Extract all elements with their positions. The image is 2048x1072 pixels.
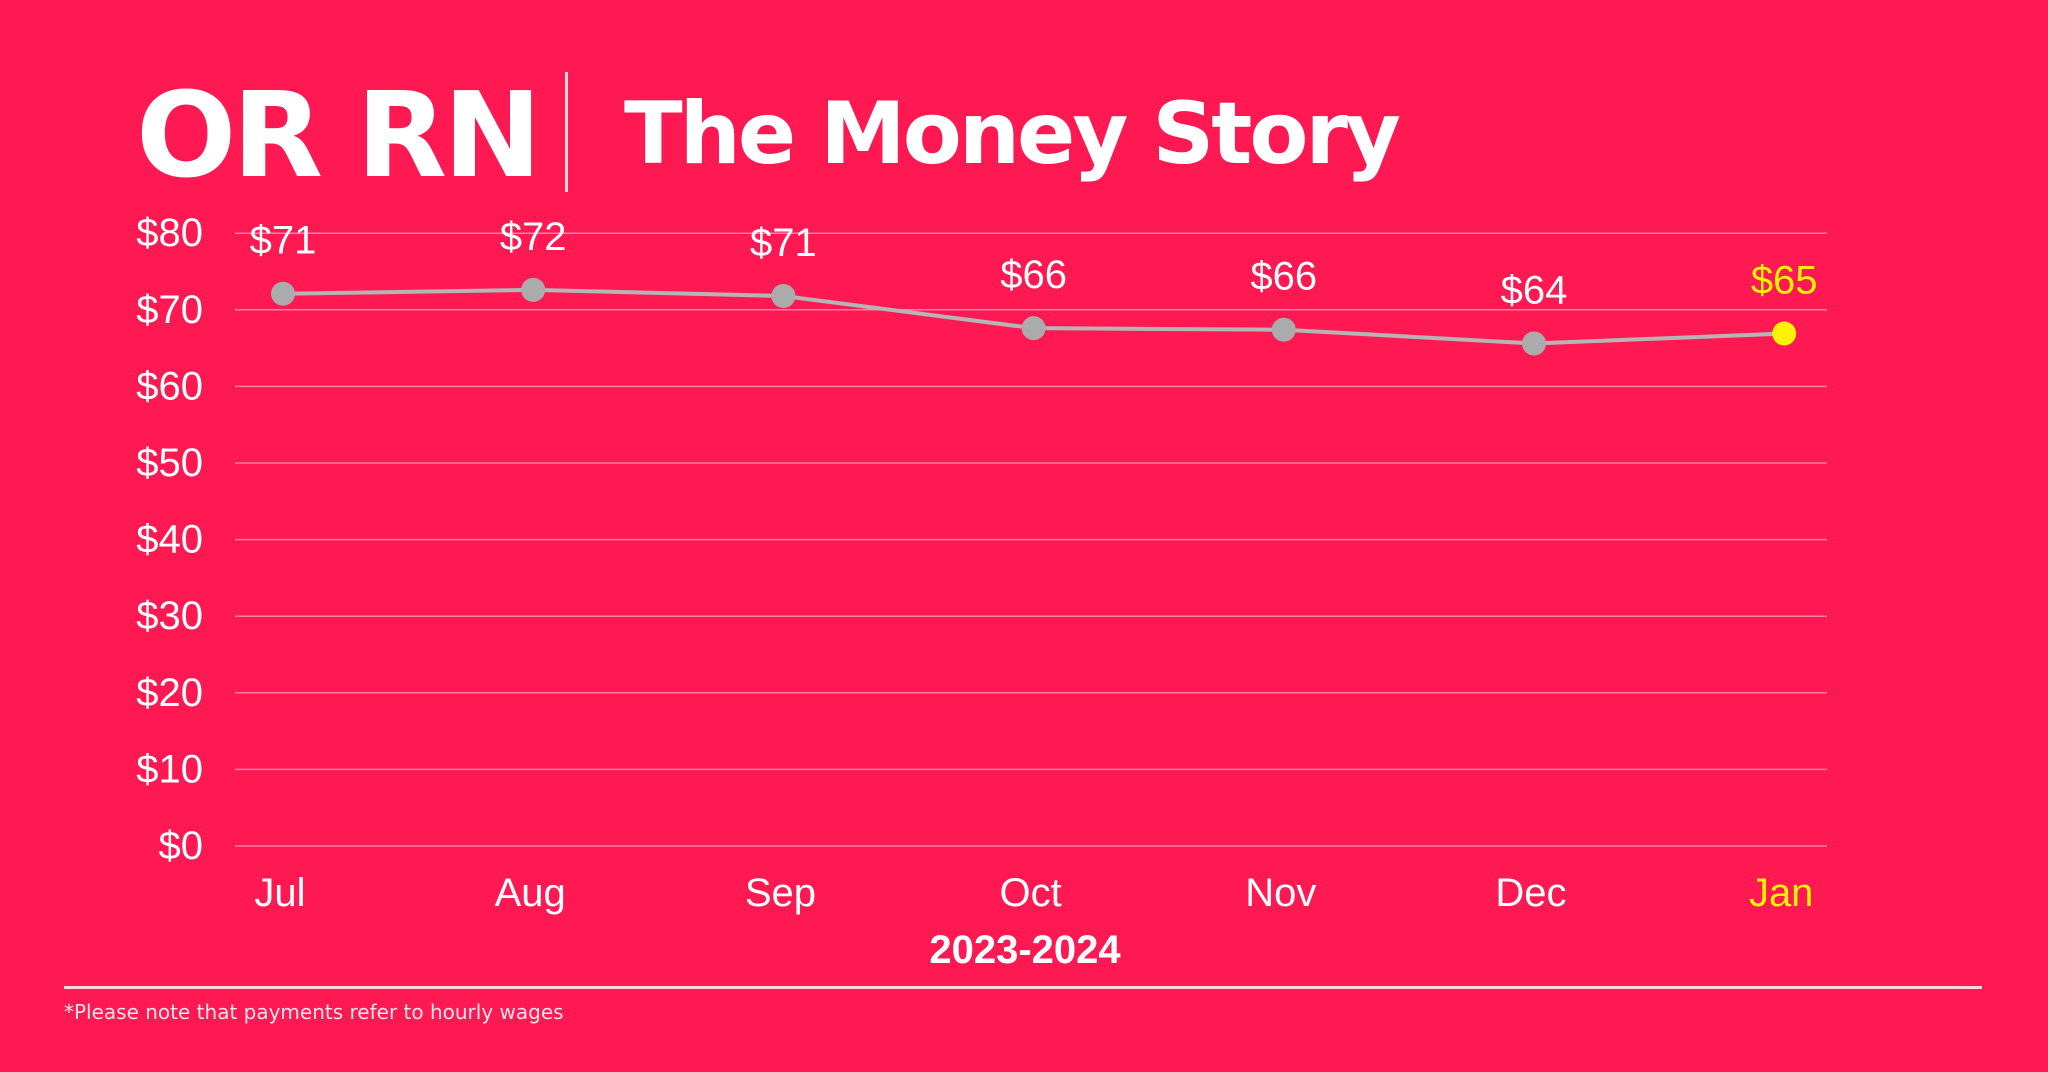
data-point — [771, 284, 796, 309]
y-tick-label: $60 — [136, 364, 203, 408]
y-tick-label: $20 — [136, 671, 203, 715]
data-point — [521, 277, 546, 302]
data-points — [271, 277, 1797, 356]
y-tick-label: $0 — [159, 824, 204, 868]
data-label: $65 — [1751, 259, 1818, 303]
y-tick-label: $80 — [136, 211, 203, 255]
x-tick-label: Nov — [1245, 871, 1316, 915]
data-point — [1271, 317, 1296, 342]
y-tick-label: $30 — [136, 594, 203, 638]
data-label: $71 — [250, 219, 317, 263]
y-tick-label: $40 — [136, 518, 203, 562]
data-label: $66 — [1000, 253, 1067, 297]
data-label: $66 — [1250, 255, 1317, 299]
x-tick-label: Jul — [254, 871, 305, 915]
x-tick-label: Dec — [1495, 871, 1566, 915]
data-point — [1021, 316, 1046, 341]
footer-divider — [64, 986, 1982, 989]
x-tick-label: Sep — [745, 871, 816, 915]
data-point — [271, 281, 295, 306]
data-label: $64 — [1501, 269, 1568, 313]
y-tick-label: $10 — [136, 747, 203, 791]
brand-logo: OR RN — [136, 66, 542, 204]
page-title: The Money Story — [624, 84, 1401, 184]
gridlines — [235, 232, 1827, 847]
data-point — [1772, 321, 1797, 346]
data-point — [1522, 331, 1546, 356]
title-separator — [565, 72, 568, 192]
x-tick-label: Jan — [1749, 871, 1814, 915]
data-label: $71 — [750, 221, 817, 265]
data-labels: $71 $72 $71 $66 $66 $64 $65 — [250, 215, 1818, 313]
footnote: *Please note that payments refer to hour… — [64, 1000, 564, 1024]
y-tick-label: $50 — [136, 441, 203, 485]
x-axis-title: 2023-2024 — [929, 928, 1121, 972]
x-tick-label: Aug — [495, 871, 566, 915]
y-axis-ticks: $0 $10 $20 $30 $40 $50 $60 $70 $80 — [136, 211, 203, 868]
data-label: $72 — [500, 215, 567, 259]
x-axis-ticks: Jul Aug Sep Oct Nov Dec Jan — [254, 871, 1813, 915]
y-tick-label: $70 — [136, 288, 203, 332]
x-tick-label: Oct — [999, 871, 1061, 915]
